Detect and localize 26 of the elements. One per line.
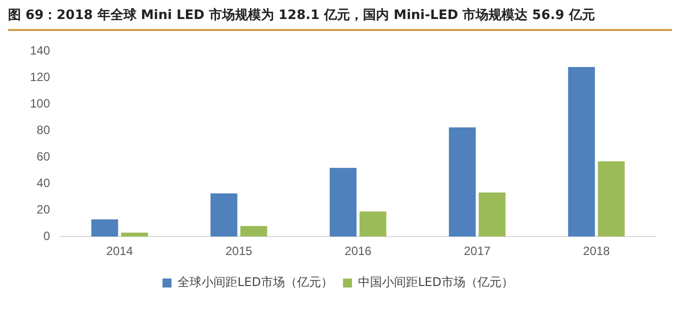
bar bbox=[478, 192, 506, 237]
bar bbox=[448, 127, 476, 237]
y-tick-label: 0 bbox=[43, 228, 50, 243]
bar bbox=[91, 219, 118, 237]
y-tick-label: 60 bbox=[36, 149, 50, 164]
bar bbox=[598, 161, 625, 237]
y-tick-label: 140 bbox=[30, 44, 50, 58]
x-tick-label: 2017 bbox=[464, 244, 491, 258]
x-tick-label: 2016 bbox=[344, 244, 372, 258]
legend-label: 全球小间距LED市场（亿元） bbox=[177, 275, 334, 290]
bar bbox=[360, 211, 386, 237]
x-tick-label: 2015 bbox=[225, 244, 252, 258]
bar bbox=[568, 66, 595, 237]
y-tick-label: 20 bbox=[36, 202, 50, 216]
x-tick-label: 2014 bbox=[106, 244, 134, 258]
y-tick-label: 120 bbox=[30, 70, 50, 84]
y-tick-label: 80 bbox=[36, 122, 50, 137]
chart-title: 图 69：2018 年全球 Mini LED 市场规模为 128.1 亿元，国内 Mini-LED 市场规模达 56.9 亿元 bbox=[8, 6, 595, 24]
bar bbox=[210, 193, 238, 237]
legend-label: 中国小间距LED市场（亿元） bbox=[358, 275, 514, 290]
y-tick-label: 100 bbox=[30, 96, 50, 110]
x-tick-label: 2018 bbox=[583, 244, 610, 258]
bar bbox=[121, 232, 148, 237]
bar bbox=[240, 226, 268, 237]
y-tick-label: 40 bbox=[36, 176, 50, 190]
bar bbox=[330, 168, 357, 237]
